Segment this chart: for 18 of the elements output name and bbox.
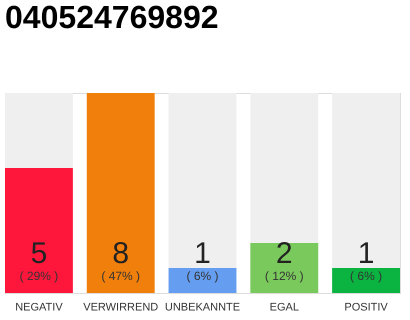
data-label: 8 xyxy=(112,237,130,270)
annotation: ( 29% ) xyxy=(20,269,58,283)
x-tick-label: VERWIRREND xyxy=(83,302,158,314)
chart-title: 040524769892 xyxy=(5,0,219,35)
bar xyxy=(168,268,236,293)
x-tick-label: NEGATIV xyxy=(15,302,64,314)
annotation: ( 47% ) xyxy=(101,269,140,283)
x-tick-label: POSITIV xyxy=(344,302,388,314)
data-label: 5 xyxy=(30,237,48,270)
annotation: ( 6% ) xyxy=(186,269,219,283)
bar xyxy=(332,268,400,293)
data-label: 1 xyxy=(358,237,374,270)
data-label: 1 xyxy=(194,237,211,270)
x-tick-label: EGAL xyxy=(270,302,299,314)
data-label: 2 xyxy=(276,237,293,270)
x-tick-label: UNBEKANNTE xyxy=(164,302,240,314)
annotation: ( 6% ) xyxy=(350,269,382,283)
annotation: ( 12% ) xyxy=(264,269,304,283)
